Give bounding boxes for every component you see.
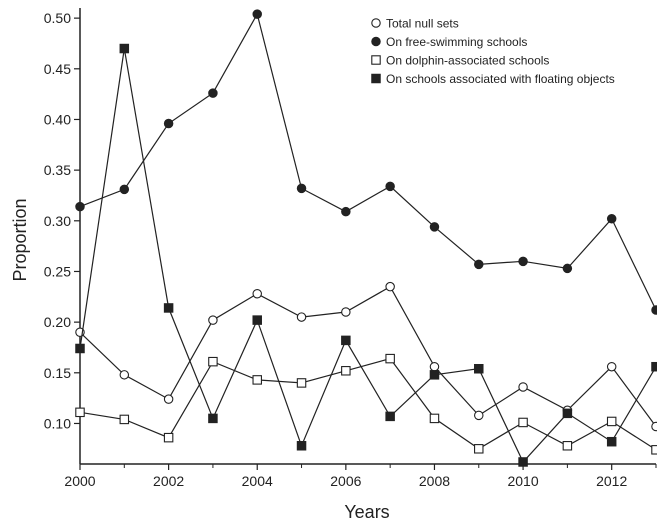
data-point [163, 432, 174, 443]
data-point [606, 416, 617, 427]
data-point [651, 445, 657, 455]
series-0 [75, 281, 657, 432]
data-point [208, 315, 218, 325]
series-1 [75, 9, 657, 315]
data-point [252, 375, 262, 385]
data-point [518, 256, 528, 267]
series-line-2 [79, 357, 657, 451]
y-tick-label: 0.20 [44, 314, 71, 330]
y-axis-title: Proportion [10, 198, 30, 281]
data-point [252, 315, 262, 325]
data-point [75, 343, 85, 354]
y-tick-label: 0.50 [44, 10, 71, 26]
data-point [341, 335, 351, 346]
data-point [562, 263, 573, 274]
y-tick-label: 0.10 [44, 415, 71, 431]
data-point [163, 118, 174, 129]
data-point [429, 413, 440, 424]
data-point [119, 184, 130, 195]
x-axis: 2000 2002 2004 2006 2008 2010 2012 [64, 464, 657, 489]
x-tick-label: 2004 [242, 473, 273, 489]
legend-entry: On schools associated with floating obje… [386, 72, 615, 86]
y-tick-label: 0.40 [44, 111, 71, 127]
data-point [296, 378, 307, 388]
data-point [75, 201, 85, 212]
data-point [296, 441, 307, 451]
data-point [518, 417, 528, 428]
x-tick-label: 2006 [330, 473, 361, 489]
x-tick-label: 2000 [64, 473, 95, 489]
y-tick-label: 0.35 [44, 162, 71, 178]
x-axis-title: Years [344, 502, 389, 522]
series-line-1 [79, 12, 657, 311]
data-point [474, 363, 484, 374]
data-point [518, 382, 528, 392]
data-point [119, 43, 130, 54]
legend-marker [371, 73, 381, 84]
data-point [385, 353, 395, 364]
data-point [606, 214, 617, 224]
data-point [296, 312, 307, 322]
plot-frame [79, 8, 656, 465]
data-point [651, 421, 657, 432]
series-line-0 [79, 285, 657, 427]
legend-entry: Total null sets [386, 17, 459, 31]
data-point [341, 307, 351, 317]
y-axis: 0.10 0.15 0.20 0.25 0.30 0.35 0.40 0.45 0.50 [44, 10, 80, 431]
legend-marker [371, 55, 381, 65]
data-point [119, 414, 130, 425]
data-point [385, 281, 395, 292]
data-point [252, 289, 262, 299]
y-tick-label: 0.25 [44, 263, 71, 279]
y-tick-label: 0.15 [44, 365, 71, 381]
data-point [163, 394, 174, 404]
data-point [429, 361, 440, 372]
data-point [208, 356, 218, 367]
series-2 [75, 353, 657, 455]
data-point [562, 408, 573, 419]
data-point [208, 413, 218, 424]
series-layer [75, 9, 657, 467]
legend-marker [371, 36, 381, 47]
data-point [518, 457, 528, 467]
data-point [341, 366, 351, 376]
data-point [296, 183, 307, 194]
data-point [429, 370, 440, 380]
x-tick-label: 2008 [419, 473, 450, 489]
data-point [474, 444, 484, 454]
data-point [75, 407, 85, 418]
x-tick-label: 2002 [153, 473, 184, 489]
x-tick-label: 2012 [596, 473, 627, 489]
y-tick-label: 0.45 [44, 61, 71, 77]
series-line-3 [79, 48, 657, 464]
y-tick-label: 0.30 [44, 213, 71, 229]
data-point [252, 9, 262, 19]
data-point [119, 370, 130, 380]
data-point [208, 88, 218, 98]
data-point [163, 303, 174, 313]
data-point [474, 410, 484, 421]
legend-entry: On free-swimming schools [386, 35, 527, 49]
data-point [606, 436, 617, 447]
data-point [562, 441, 573, 451]
data-point [385, 181, 395, 192]
data-point [429, 222, 440, 232]
data-point [385, 411, 395, 422]
data-point [474, 259, 484, 270]
data-point [341, 206, 351, 217]
x-tick-label: 2010 [507, 473, 538, 489]
legend-entry: On dolphin-associated schools [386, 54, 549, 68]
legend-marker [371, 18, 381, 28]
data-point [606, 361, 617, 372]
series-3 [75, 43, 657, 467]
data-point [651, 305, 657, 315]
legend: Total null sets On free-swimming schools O… [371, 17, 615, 86]
data-point [651, 361, 657, 372]
